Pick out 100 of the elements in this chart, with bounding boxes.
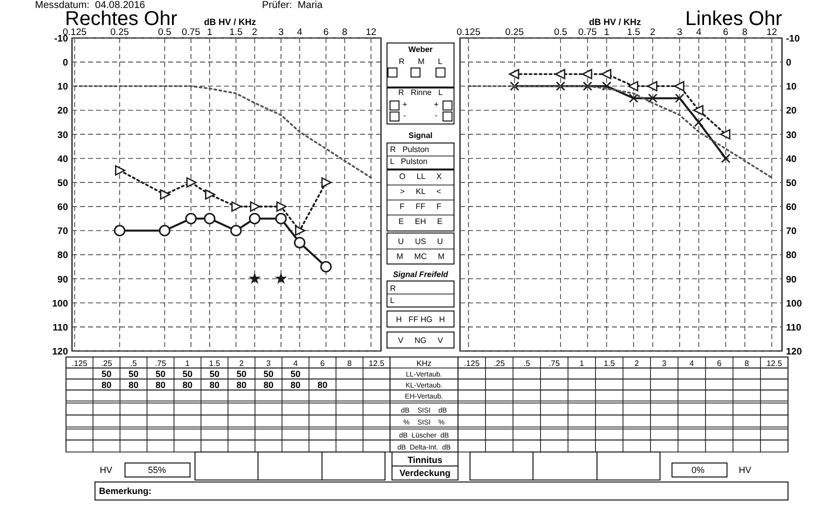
category-label: .75	[548, 359, 560, 368]
text: + +	[402, 100, 439, 109]
category-label: 12.5	[368, 359, 385, 368]
category-label: .5	[523, 359, 531, 368]
category-label: .125	[464, 359, 480, 368]
text: V NG V	[398, 336, 444, 345]
category-label: 1.5	[208, 359, 221, 368]
category-label: 1	[580, 359, 585, 368]
text: L Pulston	[390, 157, 428, 166]
text: 80	[128, 380, 139, 390]
text: 80	[263, 380, 274, 390]
category-label: 1	[185, 359, 190, 368]
y-tick-label: 10	[57, 82, 68, 93]
x-tick-label: 1.5	[626, 27, 640, 38]
text: 80	[182, 380, 193, 390]
category-label: .25	[494, 359, 506, 368]
text: Signal	[408, 131, 433, 140]
x-tick-label: 6	[323, 27, 329, 38]
category-label: 3	[266, 359, 272, 368]
category-label: .25	[100, 359, 113, 368]
text: L	[390, 296, 395, 305]
category-label: 4	[690, 359, 695, 368]
category-label: 4	[293, 359, 298, 368]
text: 50	[263, 369, 274, 379]
category-label: 8	[347, 359, 352, 368]
y-tick-label: -10	[786, 34, 800, 44]
x-tick-label: 0.5	[554, 27, 568, 38]
text: 50	[182, 369, 193, 379]
x-tick-label: 1	[604, 27, 610, 38]
x-tick-label: 4	[297, 27, 302, 38]
y-tick-label: 40	[786, 154, 797, 165]
text: R	[390, 284, 396, 293]
text: HV	[738, 465, 752, 475]
category-label: .5	[130, 359, 138, 368]
x-tick-label: 6	[723, 27, 728, 38]
y-tick-label: 10	[786, 82, 797, 93]
x-tick-label: 3	[278, 27, 284, 38]
text: 50	[209, 369, 220, 379]
y-tick-label: 90	[57, 274, 68, 286]
text: R Rinne L	[398, 88, 444, 97]
x-tick-label: 8	[742, 27, 748, 38]
x-tick-label: 0.75	[182, 27, 200, 38]
text: 80	[317, 380, 328, 390]
category-label: 6	[717, 359, 722, 368]
x-axis-title: dB HV / KHz	[204, 17, 256, 27]
y-tick-label: 90	[786, 274, 797, 286]
category-label: 6	[320, 359, 326, 368]
x-tick-label: 12	[766, 27, 778, 38]
text: Bemerkung:	[99, 486, 152, 496]
y-tick-label: 110	[786, 322, 802, 334]
y-tick-label: 80	[57, 250, 68, 262]
category-label: 1.5	[604, 359, 616, 368]
y-tick-label: 0	[786, 58, 792, 69]
x-tick-label: 0.125	[456, 27, 480, 38]
category-label: 3	[662, 359, 668, 368]
text: O LL X	[399, 172, 442, 181]
x-tick-label: 1	[207, 27, 212, 38]
x-tick-label: 8	[342, 27, 348, 38]
text: 50	[236, 369, 247, 379]
text: 55%	[148, 465, 166, 475]
y-tick-label: 60	[786, 202, 797, 214]
text: 0%	[691, 465, 705, 475]
text: 50	[101, 369, 112, 379]
text: R M L	[398, 57, 443, 66]
x-tick-label: 0.5	[158, 27, 172, 38]
x-tick-label: 12	[366, 27, 376, 38]
text: Messdatum: 04.08.2016	[35, 0, 146, 11]
text: Tinnitus	[408, 455, 442, 465]
text: 80	[290, 380, 301, 390]
text: HV	[100, 465, 112, 475]
y-tick-label: 50	[57, 178, 68, 189]
y-tick-label: 100	[786, 298, 802, 310]
y-tick-label: 70	[786, 226, 797, 238]
text: 80	[209, 380, 220, 390]
x-axis-title: dB HV / KHz	[588, 17, 642, 27]
text: Prüfer: Maria	[262, 0, 324, 11]
text: U US U	[398, 237, 444, 246]
x-tick-label: 0.25	[505, 27, 524, 38]
text: 80	[236, 380, 247, 390]
text: R Pulston	[390, 145, 430, 154]
y-tick-label: 60	[57, 202, 68, 214]
y-tick-label: 30	[57, 130, 68, 141]
y-tick-label: 120	[786, 346, 802, 358]
text: M MC M	[396, 252, 445, 261]
y-tick-label: 100	[52, 298, 68, 310]
category-label: .125	[72, 359, 88, 368]
text: 80	[101, 380, 112, 390]
x-tick-label: 3	[677, 27, 682, 38]
x-tick-label: 0.25	[110, 27, 129, 38]
x-tick-label: 0.75	[578, 27, 597, 38]
text: KHz	[416, 359, 432, 368]
y-tick-label: 30	[786, 130, 797, 141]
y-tick-label: 40	[57, 154, 68, 165]
text: > KL <	[400, 187, 442, 196]
y-tick-label: 80	[786, 250, 797, 262]
text: Signal Freifeld	[392, 270, 450, 279]
category-label: 2	[239, 359, 244, 368]
text: Weber	[408, 45, 433, 54]
y-tick-label: 0	[62, 58, 68, 69]
y-tick-label: 110	[52, 322, 68, 334]
